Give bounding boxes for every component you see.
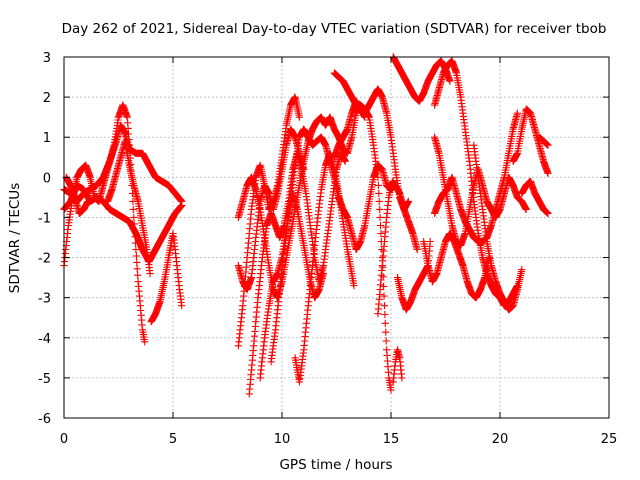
data-point-markers (389, 346, 406, 386)
data-point-markers (518, 177, 552, 217)
y-tick-label: 0 (43, 171, 51, 186)
series-track-27 (535, 133, 552, 149)
x-axis-ticks: 0 5 10 15 20 25 (60, 57, 617, 447)
series-track-21 (420, 229, 493, 302)
data-point-markers (374, 177, 397, 318)
series-track-1 (60, 101, 149, 346)
y-tick-label: -3 (38, 292, 51, 307)
data-point-markers (393, 237, 434, 314)
data-point-markers (267, 189, 327, 366)
series-track-24 (470, 141, 526, 314)
y-tick-label: -5 (38, 372, 51, 387)
x-tick-label: 25 (601, 432, 618, 447)
series-track-13 (291, 149, 358, 386)
x-tick-label: 0 (60, 432, 68, 447)
data-point-markers (420, 229, 493, 302)
series-track-20 (431, 109, 521, 246)
data-point-markers (291, 149, 358, 386)
series-track-26 (518, 177, 552, 217)
series-track-2 (60, 121, 186, 205)
y-axis-label: SDTVAR / TECUs (7, 183, 23, 293)
y-axis-ticks: -6 -5 -4 -3 -2 -1 0 1 2 3 (38, 51, 609, 427)
y-tick-label: 1 (43, 131, 51, 146)
data-point-markers (535, 133, 552, 149)
data-point-markers (330, 69, 412, 213)
series-track-15 (330, 69, 412, 213)
data-points (60, 53, 552, 398)
x-tick-label: 5 (169, 432, 177, 447)
data-point-markers (60, 121, 186, 205)
y-tick-label: -1 (38, 211, 51, 226)
series-track-5 (104, 137, 154, 278)
y-tick-label: 2 (43, 91, 51, 106)
series-track-12 (267, 189, 327, 366)
x-axis-label: GPS time / hours (279, 457, 392, 473)
data-point-markers (509, 105, 552, 177)
y-tick-label: -4 (38, 332, 51, 347)
y-tick-label: -2 (38, 252, 51, 267)
data-point-markers (470, 141, 526, 314)
data-point-markers (147, 229, 186, 326)
y-tick-label: -6 (38, 412, 51, 427)
series-track-17 (389, 346, 406, 386)
series-track-16 (374, 177, 397, 318)
series-track-6 (147, 229, 186, 326)
y-tick-label: 3 (43, 51, 51, 66)
series-track-25 (509, 105, 552, 177)
chart-title: Day 262 of 2021, Sidereal Day-to-day VTE… (62, 21, 607, 37)
x-tick-label: 15 (383, 432, 400, 447)
x-tick-label: 20 (492, 432, 509, 447)
data-point-markers (431, 109, 521, 246)
x-tick-label: 10 (274, 432, 291, 447)
data-point-markers (60, 101, 149, 346)
series-track-19 (393, 237, 434, 314)
plot-frame (63, 56, 610, 419)
data-point-markers (104, 137, 154, 278)
